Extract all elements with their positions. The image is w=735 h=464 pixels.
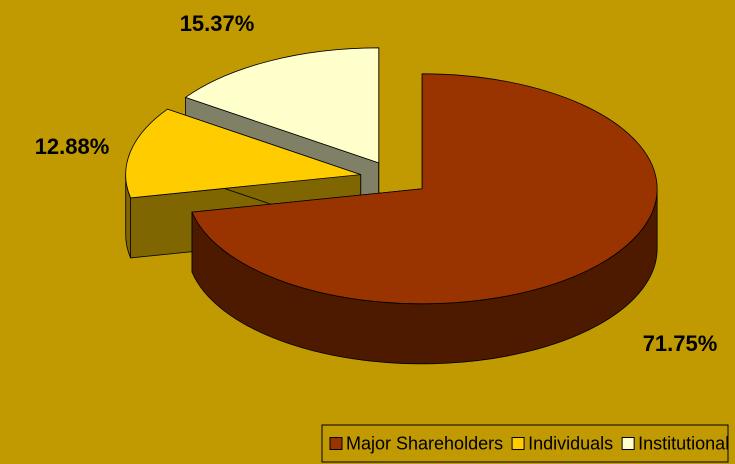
pie-slice [125,108,361,199]
legend-marker [621,437,635,450]
legend-marker [329,437,343,450]
legend-label: Institutional Investors [638,433,735,453]
pie-slice [184,47,380,164]
legend-label: Major Shareholders [346,433,503,453]
value-label: 15.37% [180,11,255,36]
legend-label: Individuals [528,433,613,453]
legend-marker [511,437,525,450]
value-label: 12.88% [35,134,110,159]
value-label: 71.75% [643,331,718,356]
legend-box [321,424,729,463]
pie-slice [191,73,658,305]
